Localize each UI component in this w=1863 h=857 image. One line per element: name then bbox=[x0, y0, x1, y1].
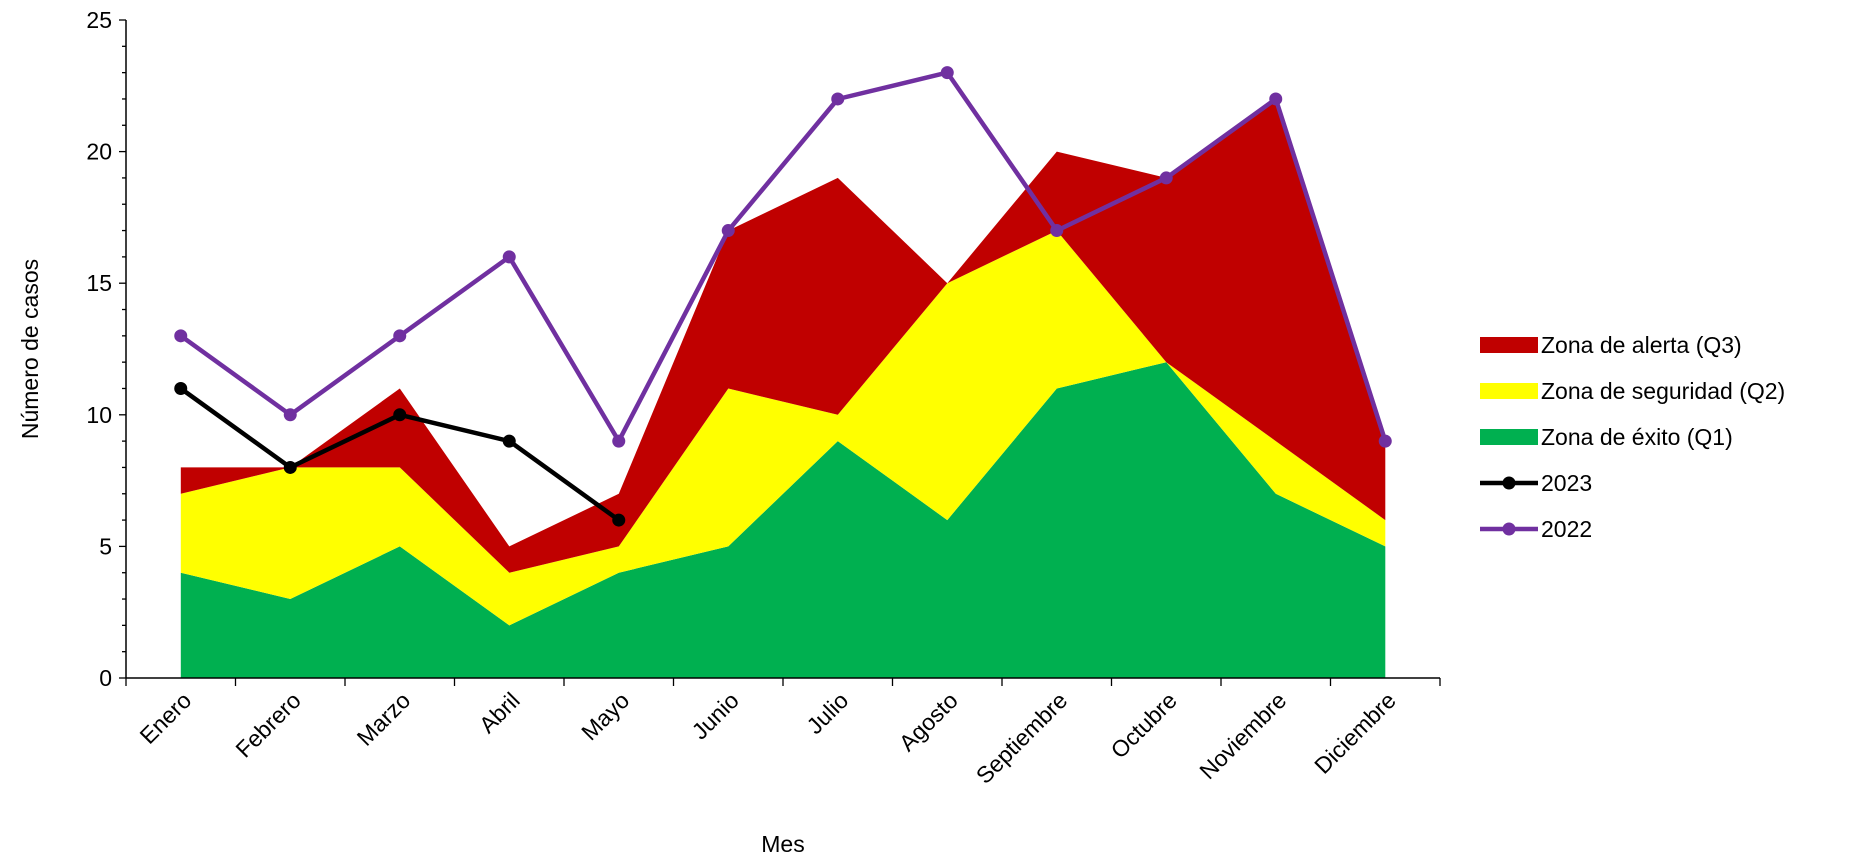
axes bbox=[119, 19, 1441, 686]
y-tick-label: 20 bbox=[86, 139, 112, 165]
x-tick-label: Enero bbox=[135, 687, 197, 749]
line-point bbox=[502, 434, 516, 448]
legend-label: Zona de seguridad (Q2) bbox=[1541, 378, 1785, 404]
x-tick-label: Julio bbox=[801, 687, 853, 739]
legend-marker bbox=[1502, 522, 1516, 536]
x-tick-label: Abril bbox=[474, 687, 525, 738]
x-tick-label: Marzo bbox=[352, 687, 416, 751]
x-tick-label: Diciembre bbox=[1309, 687, 1401, 779]
legend-label: 2023 bbox=[1541, 470, 1592, 496]
line-point bbox=[940, 66, 954, 80]
line-point bbox=[1269, 92, 1283, 106]
line-point bbox=[1159, 171, 1173, 185]
x-tick-label: Agosto bbox=[894, 687, 963, 756]
legend-label: Zona de éxito (Q1) bbox=[1541, 424, 1733, 450]
line-point bbox=[283, 460, 297, 474]
line-point bbox=[612, 513, 626, 527]
stacked-areas bbox=[180, 99, 1386, 678]
x-tick-label: Septiembre bbox=[971, 687, 1073, 789]
x-tick-label: Mayo bbox=[576, 687, 634, 745]
line-point bbox=[502, 250, 516, 264]
x-axis-title: Mes bbox=[761, 831, 804, 857]
line-point bbox=[721, 224, 735, 238]
legend-label: 2022 bbox=[1541, 516, 1592, 542]
x-tick-label: Octubre bbox=[1106, 687, 1182, 763]
line-point bbox=[831, 92, 845, 106]
line-series-1 bbox=[179, 70, 1388, 444]
legend-swatch bbox=[1480, 429, 1538, 445]
x-tick-label: Junio bbox=[687, 687, 744, 744]
line-point bbox=[1050, 224, 1064, 238]
y-tick-label: 25 bbox=[86, 7, 112, 33]
legend-swatch bbox=[1480, 383, 1538, 399]
line-series bbox=[174, 66, 1392, 527]
area-series-0 bbox=[180, 362, 1386, 678]
legend-label: Zona de alerta (Q3) bbox=[1541, 332, 1742, 358]
line-point bbox=[1378, 434, 1392, 448]
y-tick-label: 5 bbox=[99, 533, 112, 559]
y-axis-title: Número de casos bbox=[17, 259, 43, 439]
area-series-1 bbox=[180, 230, 1386, 626]
line-point bbox=[174, 329, 188, 343]
x-tick-label: Febrero bbox=[230, 687, 305, 762]
legend: Zona de alerta (Q3) Zona de seguridad (Q2… bbox=[1480, 332, 1785, 542]
line-point bbox=[283, 408, 297, 422]
y-tick-label: 10 bbox=[86, 402, 112, 428]
y-tick-label: 0 bbox=[99, 665, 112, 691]
legend-marker bbox=[1502, 476, 1516, 490]
line-point bbox=[393, 329, 407, 343]
legend-swatch bbox=[1480, 337, 1538, 353]
line-point bbox=[174, 381, 188, 395]
line-point bbox=[612, 434, 626, 448]
y-tick-label: 15 bbox=[86, 270, 112, 296]
x-tick-label: Noviembre bbox=[1194, 687, 1291, 784]
line-point bbox=[393, 408, 407, 422]
